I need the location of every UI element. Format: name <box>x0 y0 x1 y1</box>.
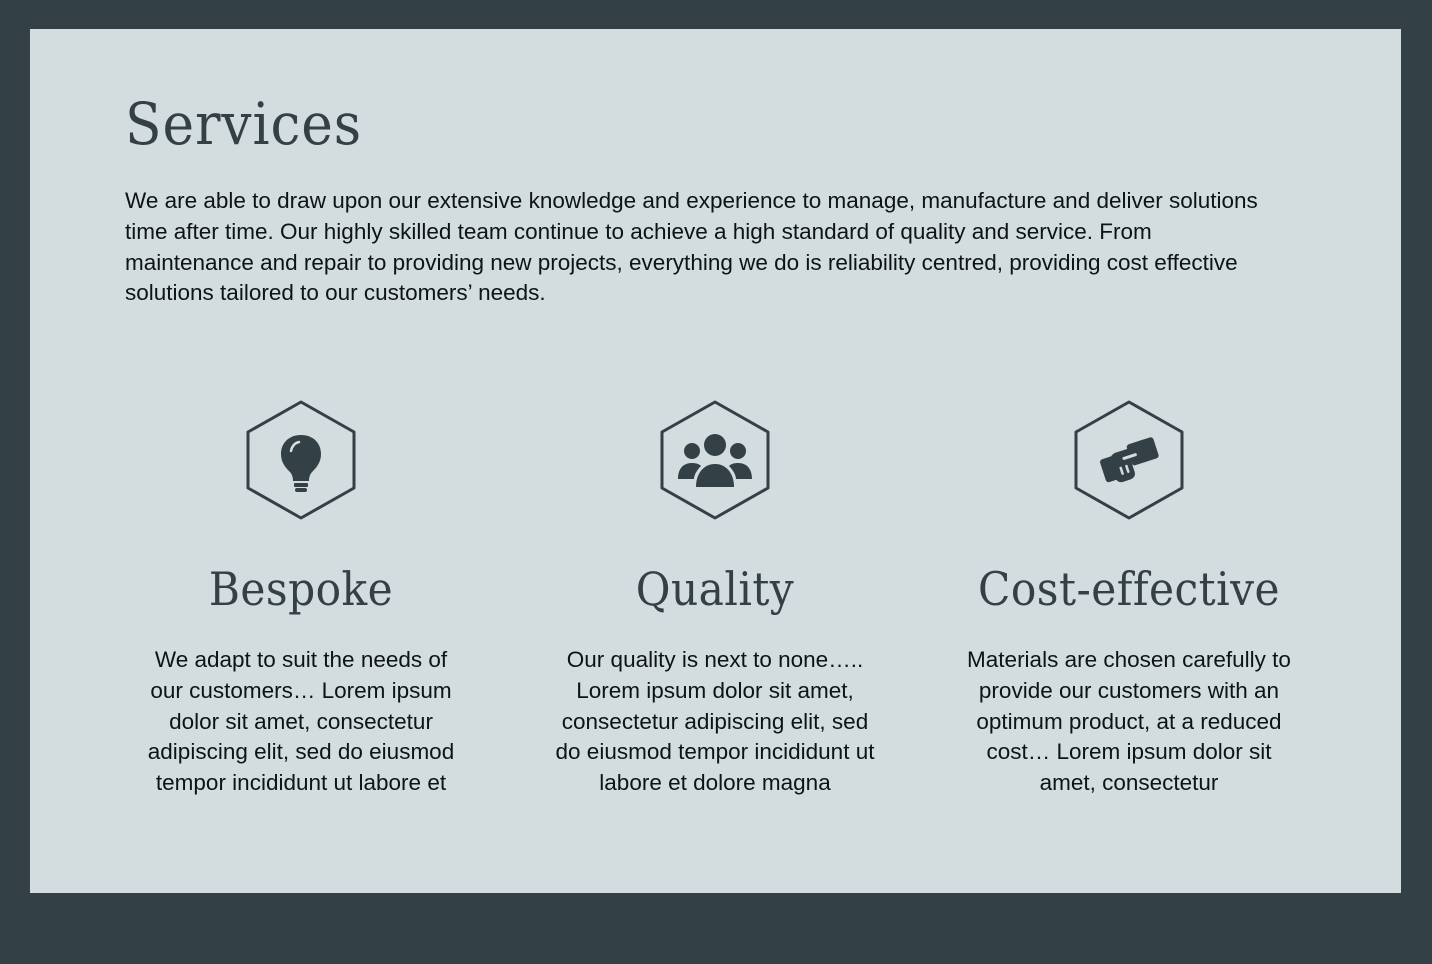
feature-text-cost-effective: Materials are chosen carefully to provid… <box>967 647 1291 796</box>
section-title: Services <box>125 90 363 158</box>
feature-quality: Quality Our quality is next to none….. L… <box>535 399 895 799</box>
feature-title-bespoke: Bespoke <box>208 562 394 616</box>
services-intro: We are able to draw upon our extensive k… <box>125 188 1258 306</box>
feature-text-bespoke: We adapt to suit the needs of our custom… <box>147 647 455 796</box>
feature-cost-effective: Cost-effective Materials are chosen care… <box>949 399 1309 799</box>
lightbulb-icon <box>246 400 356 520</box>
feature-bespoke: Bespoke We adapt to suit the needs of ou… <box>121 399 481 799</box>
people-group-icon <box>660 400 770 520</box>
feature-title-quality: Quality <box>635 562 795 616</box>
services-panel: Services We are able to draw upon our ex… <box>30 29 1401 893</box>
feature-title-cost-effective: Cost-effective <box>978 562 1280 616</box>
handshake-icon <box>1074 400 1184 520</box>
feature-text-quality: Our quality is next to none….. Lorem ips… <box>555 647 875 796</box>
